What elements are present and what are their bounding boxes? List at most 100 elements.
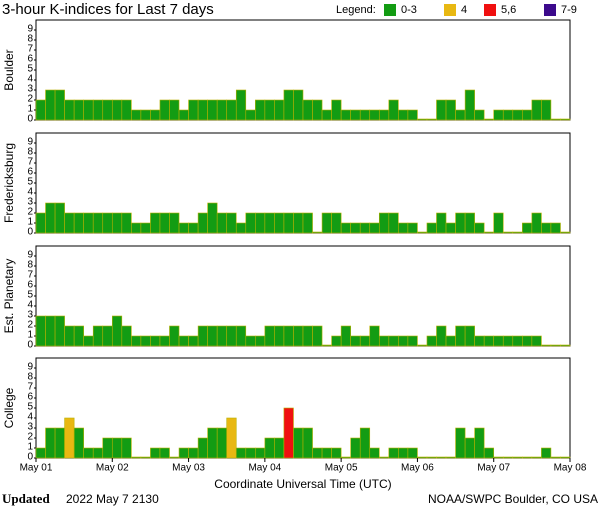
bar (83, 447, 94, 459)
bar (455, 427, 466, 459)
bar (541, 222, 552, 234)
bar (111, 99, 123, 121)
bar (312, 231, 323, 234)
y-tick-label: 4 (27, 187, 33, 198)
bar (64, 212, 75, 234)
bar (493, 212, 504, 234)
bar (178, 447, 189, 459)
bar (64, 417, 75, 459)
bar (73, 99, 84, 121)
bar (92, 325, 104, 347)
bar (512, 231, 523, 234)
bar (417, 344, 428, 347)
bar (54, 89, 65, 121)
bar (188, 99, 199, 121)
bar (340, 222, 351, 234)
bar (398, 222, 409, 234)
bar (474, 427, 485, 459)
bar (369, 325, 380, 347)
bar (369, 222, 380, 234)
bar (350, 222, 361, 234)
bar (83, 335, 94, 347)
bar (417, 456, 428, 459)
bar (54, 315, 65, 347)
y-tick-label: 1 (27, 442, 33, 453)
x-tick-label: May 06 (401, 463, 434, 474)
y-tick-label: 3 (27, 422, 33, 433)
bar (531, 335, 542, 347)
bar (207, 427, 218, 459)
bar (407, 109, 418, 121)
y-tick-label: 2 (27, 432, 33, 443)
bar (35, 315, 46, 347)
bar (455, 325, 466, 347)
bar (102, 325, 113, 347)
bar (293, 89, 304, 121)
y-tick-label: 8 (27, 260, 33, 271)
x-tick-label: May 07 (477, 463, 510, 474)
y-tick-label: 0 (27, 114, 33, 125)
bar (216, 427, 228, 459)
bar (512, 109, 523, 121)
bar (522, 222, 533, 234)
bar (407, 335, 418, 347)
bar (197, 212, 208, 234)
legend-title: Legend: (336, 4, 376, 16)
bar (83, 99, 94, 121)
y-tick-label: 6 (27, 54, 33, 65)
bar (73, 212, 84, 234)
bar (321, 447, 332, 459)
y-axis-label: Fredericksburg (2, 143, 16, 223)
bar (502, 231, 514, 234)
bar (245, 447, 256, 459)
bar (560, 456, 571, 459)
bar (522, 109, 533, 121)
x-tick-label: May 04 (248, 463, 281, 474)
bar (245, 109, 256, 121)
bar (388, 212, 399, 234)
bar (378, 335, 390, 347)
y-tick-label: 9 (27, 24, 33, 35)
bar (321, 109, 332, 121)
bar (302, 99, 313, 121)
bar (378, 212, 390, 234)
chart-title: 3-hour K-indices for Last 7 days (2, 1, 214, 18)
bar (245, 335, 256, 347)
bar (378, 456, 390, 459)
bar (359, 109, 371, 121)
bar (64, 325, 75, 347)
bar (464, 212, 475, 234)
bar (111, 212, 123, 234)
y-tick-label: 0 (27, 227, 33, 238)
bar (550, 118, 561, 121)
bar (216, 212, 228, 234)
bar (550, 344, 561, 347)
bar (378, 109, 390, 121)
bar (436, 212, 447, 234)
bar (54, 202, 65, 234)
y-tick-label: 6 (27, 280, 33, 291)
bar (474, 335, 485, 347)
bar (131, 456, 142, 459)
legend-label: 5,6 (501, 4, 516, 16)
y-tick-label: 7 (27, 44, 33, 55)
bar (235, 325, 247, 347)
bar (388, 447, 399, 459)
bar (531, 212, 542, 234)
y-tick-label: 4 (27, 74, 33, 85)
bar (541, 344, 552, 347)
y-tick-label: 0 (27, 340, 33, 351)
bar (140, 109, 151, 121)
bar (464, 325, 475, 347)
bar (274, 325, 285, 347)
bar (445, 99, 456, 121)
bar (388, 99, 399, 121)
bar (235, 222, 247, 234)
bar (407, 447, 418, 459)
bar (398, 335, 409, 347)
bar (369, 109, 380, 121)
legend-swatch (484, 4, 496, 16)
bar (45, 315, 56, 347)
y-tick-label: 6 (27, 392, 33, 403)
bar (359, 335, 371, 347)
